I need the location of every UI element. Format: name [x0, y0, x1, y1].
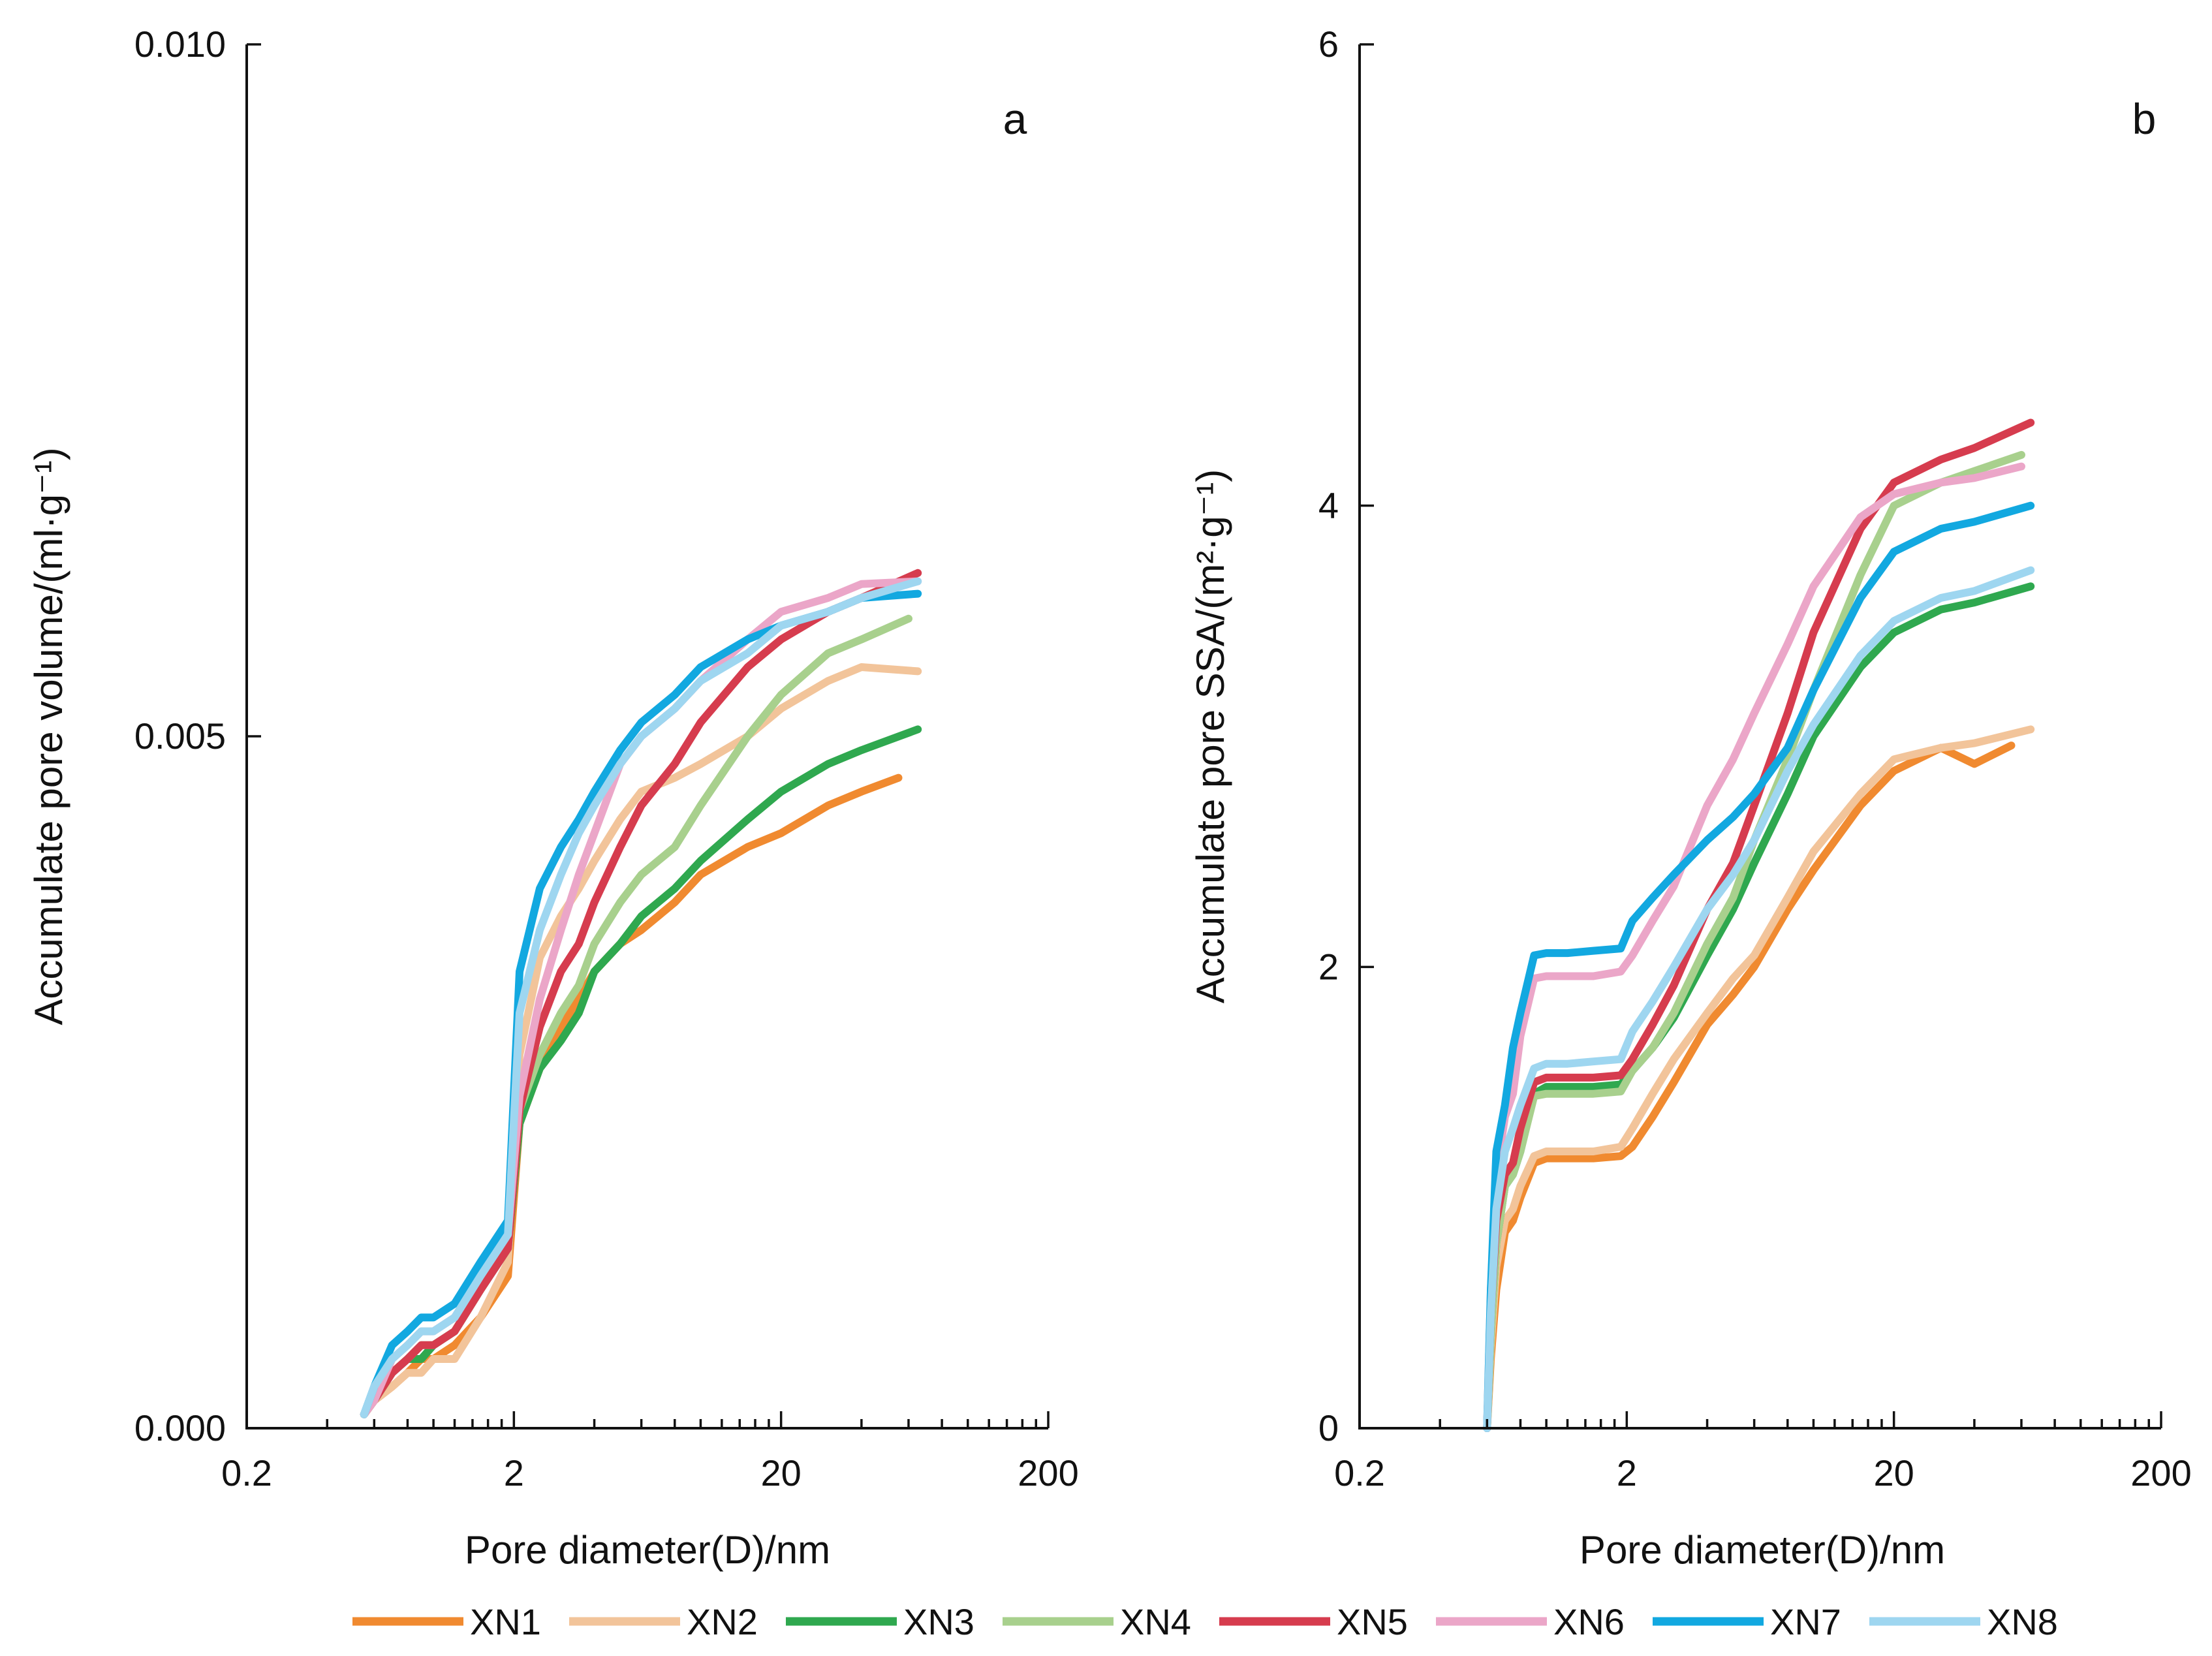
panel-b-ytick-label: 6 [1318, 23, 1339, 65]
legend-label-xn8: XN8 [1987, 1601, 2058, 1642]
panel-b-line-xn2 [1483, 725, 2035, 1432]
legend-label-xn2: XN2 [687, 1601, 758, 1642]
panel-b-line-xn8 [1483, 566, 2035, 1432]
panel-a-xtick-label: 0.2 [221, 1452, 272, 1493]
panel-b-ticks: 0 2 4 6 0.2 2 20 200 [1318, 23, 2192, 1493]
panel-b-ytick-label: 2 [1318, 946, 1339, 987]
panel-a-line-xn5 [360, 569, 922, 1418]
legend-label-xn4: XN4 [1120, 1601, 1191, 1642]
panel-a-letter: a [1003, 95, 1027, 143]
panel-a-ytick-label: 0.005 [134, 715, 226, 757]
panel-a-xlabel: Pore diameter(D)/nm [465, 1528, 830, 1572]
legend: XN1 XN2 XN3 XN4 XN5 XN6 XN7 XN8 [352, 1601, 2058, 1642]
panel-a-ytick-label: 0.000 [134, 1407, 226, 1448]
panel-a-ytick-label: 0.010 [134, 23, 226, 65]
panel-a-xtick-label: 2 [504, 1452, 524, 1493]
panel-b-line-xn6 [1483, 462, 2025, 1432]
panel-b-line-xn5 [1483, 418, 2035, 1432]
legend-label-xn7: XN7 [1770, 1601, 1841, 1642]
panel-b-line-xn7 [1483, 501, 2035, 1432]
panel-b-line-xn1 [1483, 742, 2016, 1432]
panel-b: 0 2 4 6 0.2 2 20 200 b Pore diameter(D)/nm Accu… [1189, 23, 2192, 1572]
panel-b-xtick-label: 200 [2130, 1452, 2191, 1493]
panel-b-xtick-label: 0.2 [1334, 1452, 1385, 1493]
legend-label-xn6: XN6 [1553, 1601, 1625, 1642]
panel-b-axes [1358, 44, 2161, 1429]
panel-a-xtick-label: 20 [761, 1452, 802, 1493]
legend-label-xn3: XN3 [903, 1601, 974, 1642]
panel-a-line-xn3 [360, 725, 922, 1418]
panel-a-line-xn6 [360, 577, 922, 1418]
panel-a-line-xn7 [360, 589, 922, 1418]
panel-b-line-xn4 [1483, 450, 2025, 1432]
panel-a: 0.000 0.005 0.010 0.2 2 20 200 a Pore diameter… [27, 23, 1079, 1572]
panel-a-series-lines [360, 569, 922, 1418]
panel-a-line-xn2 [360, 663, 922, 1418]
panel-a-line-xn1 [360, 773, 903, 1418]
panel-a-xtick-label: 200 [1018, 1452, 1078, 1493]
panel-b-ytick-label: 4 [1318, 485, 1339, 526]
panel-b-ytick-label: 0 [1318, 1407, 1339, 1448]
panel-a-line-xn8 [360, 577, 922, 1418]
panel-a-ylabel: Accumulate pore volume/(ml·g⁻¹) [27, 447, 70, 1025]
panel-b-xlabel: Pore diameter(D)/nm [1580, 1528, 1945, 1572]
panel-b-letter: b [2132, 95, 2157, 143]
panel-b-xtick-label: 2 [1617, 1452, 1637, 1493]
legend-label-xn5: XN5 [1337, 1601, 1408, 1642]
panel-a-ticks: 0.000 0.005 0.010 0.2 2 20 200 [134, 23, 1079, 1493]
panel-b-series-lines [1483, 418, 2035, 1432]
legend-label-xn1: XN1 [470, 1601, 541, 1642]
panel-b-ylabel: Accumulate pore SSA/(m²·g⁻¹) [1189, 469, 1232, 1004]
panel-b-line-xn3 [1483, 582, 2035, 1432]
panel-b-xtick-label: 20 [1874, 1452, 1914, 1493]
